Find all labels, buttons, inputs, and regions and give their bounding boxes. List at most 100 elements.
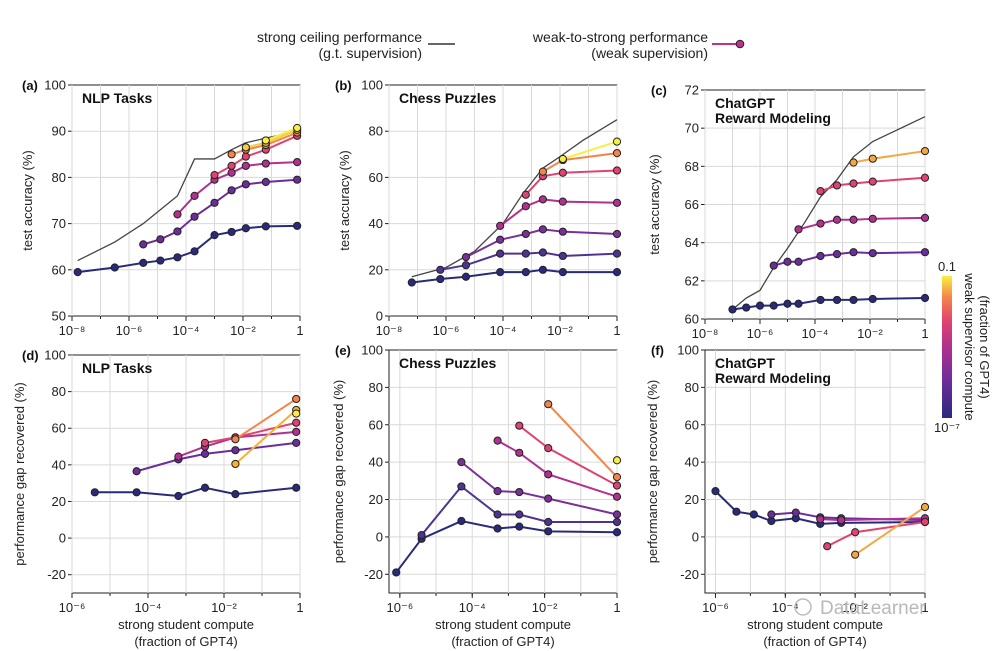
data-point <box>832 181 842 190</box>
data-point <box>612 510 622 519</box>
ytick-label: 50 <box>52 309 66 324</box>
data-point <box>515 448 524 457</box>
data-point <box>538 167 548 176</box>
data-point <box>612 249 622 258</box>
data-point <box>227 168 236 177</box>
data-point <box>132 467 141 476</box>
data-point <box>612 473 622 482</box>
series-line <box>395 519 618 574</box>
series-line <box>518 424 618 487</box>
data-point <box>392 568 401 577</box>
data-point <box>200 449 210 458</box>
ytick-label: 40 <box>369 216 383 231</box>
data-point <box>417 530 426 540</box>
data-point <box>794 257 803 266</box>
data-point <box>493 436 502 445</box>
data-point <box>496 235 505 244</box>
data-point <box>436 265 445 274</box>
series-line <box>77 224 298 274</box>
data-point <box>794 299 803 308</box>
series-line <box>178 430 297 458</box>
panel-d-label: (d) <box>22 348 39 363</box>
ytick-label: 66 <box>685 197 699 212</box>
data-point <box>493 510 502 519</box>
data-point <box>868 177 877 186</box>
ytick-label: 60 <box>685 417 699 432</box>
panel-a: 50 60 70 80 90 100 10⁻⁸ 10⁻⁶ 10⁻⁴ 10⁻² 1 (a) NLP Tas… <box>20 78 304 339</box>
data-point <box>261 136 270 145</box>
data-point <box>816 515 825 524</box>
data-point <box>816 187 825 196</box>
xtick-label: 10⁻² <box>211 600 237 615</box>
data-point <box>190 247 199 256</box>
colorbar-gradient <box>942 276 952 418</box>
xtick-label: 10⁻² <box>857 326 883 341</box>
ytick-label: 20 <box>685 492 699 507</box>
data-point <box>544 494 553 503</box>
data-point <box>612 268 622 277</box>
data-point <box>920 293 930 303</box>
data-point <box>190 212 199 221</box>
data-point <box>920 146 930 156</box>
watermark-text: DataLearner <box>820 598 926 619</box>
xtick-label: 10⁻⁸ <box>376 323 403 338</box>
ytick-label: -20 <box>680 567 699 582</box>
data-point <box>436 274 445 284</box>
data-point <box>823 542 832 551</box>
data-point <box>261 222 270 231</box>
data-point <box>849 295 858 305</box>
data-point <box>132 488 141 497</box>
data-point <box>755 301 765 310</box>
data-point <box>292 438 301 447</box>
data-point <box>558 251 567 261</box>
data-point <box>612 481 622 490</box>
xtick-label: 10⁻⁴ <box>459 600 486 615</box>
data-point <box>612 149 622 158</box>
panel-d-title: NLP Tasks <box>82 360 153 376</box>
series-2 <box>457 458 622 519</box>
data-point <box>493 487 502 496</box>
panel-f-frame <box>704 349 926 594</box>
series-3 <box>210 131 302 180</box>
series-line <box>231 131 298 156</box>
xtick-label: 10⁻² <box>547 323 573 338</box>
data-point <box>231 446 240 455</box>
data-point <box>173 253 182 262</box>
data-point <box>521 268 530 277</box>
series-line <box>214 134 298 176</box>
data-point <box>521 229 530 239</box>
data-point <box>851 528 860 537</box>
data-point <box>173 227 182 236</box>
data-point <box>173 210 182 219</box>
data-point <box>292 427 301 436</box>
xtick-label: 10⁻⁴ <box>772 600 799 615</box>
data-point <box>832 250 842 259</box>
ytick-label: 80 <box>369 124 383 139</box>
colorbar-top-label: 0.1 <box>938 259 956 274</box>
colorbar-bottom-label: 10⁻⁷ <box>934 420 960 435</box>
ytick-label: 90 <box>52 124 66 139</box>
xtick-label: 10⁻⁶ <box>59 600 86 615</box>
xtick-label: 10⁻⁴ <box>135 600 162 615</box>
panel-f-xlabel: strong student compute <box>747 617 883 632</box>
ytick-label: 40 <box>685 455 699 470</box>
legend-weak-marker <box>735 39 745 49</box>
data-point <box>110 263 119 272</box>
data-point <box>920 517 930 527</box>
data-point <box>612 166 622 175</box>
data-point <box>241 224 250 233</box>
data-point <box>293 158 302 167</box>
data-point <box>227 150 236 159</box>
data-point <box>851 550 860 559</box>
series-3 <box>823 517 930 551</box>
data-point <box>544 527 553 536</box>
colorbar-title-line1: weak supervisor compute <box>962 272 977 420</box>
data-point <box>156 256 165 265</box>
series-line <box>234 398 297 441</box>
data-point <box>227 186 236 195</box>
panel-f: -20 0 20 40 60 80 100 10⁻⁶ 10⁻⁴ 10⁻² 1 (f) ChatGPTRe… <box>645 343 930 649</box>
ytick-label: 100 <box>44 348 66 363</box>
panel-d-ylabel: performance gap recovered (%) <box>12 382 27 566</box>
data-point <box>544 400 553 409</box>
data-point <box>73 268 82 277</box>
